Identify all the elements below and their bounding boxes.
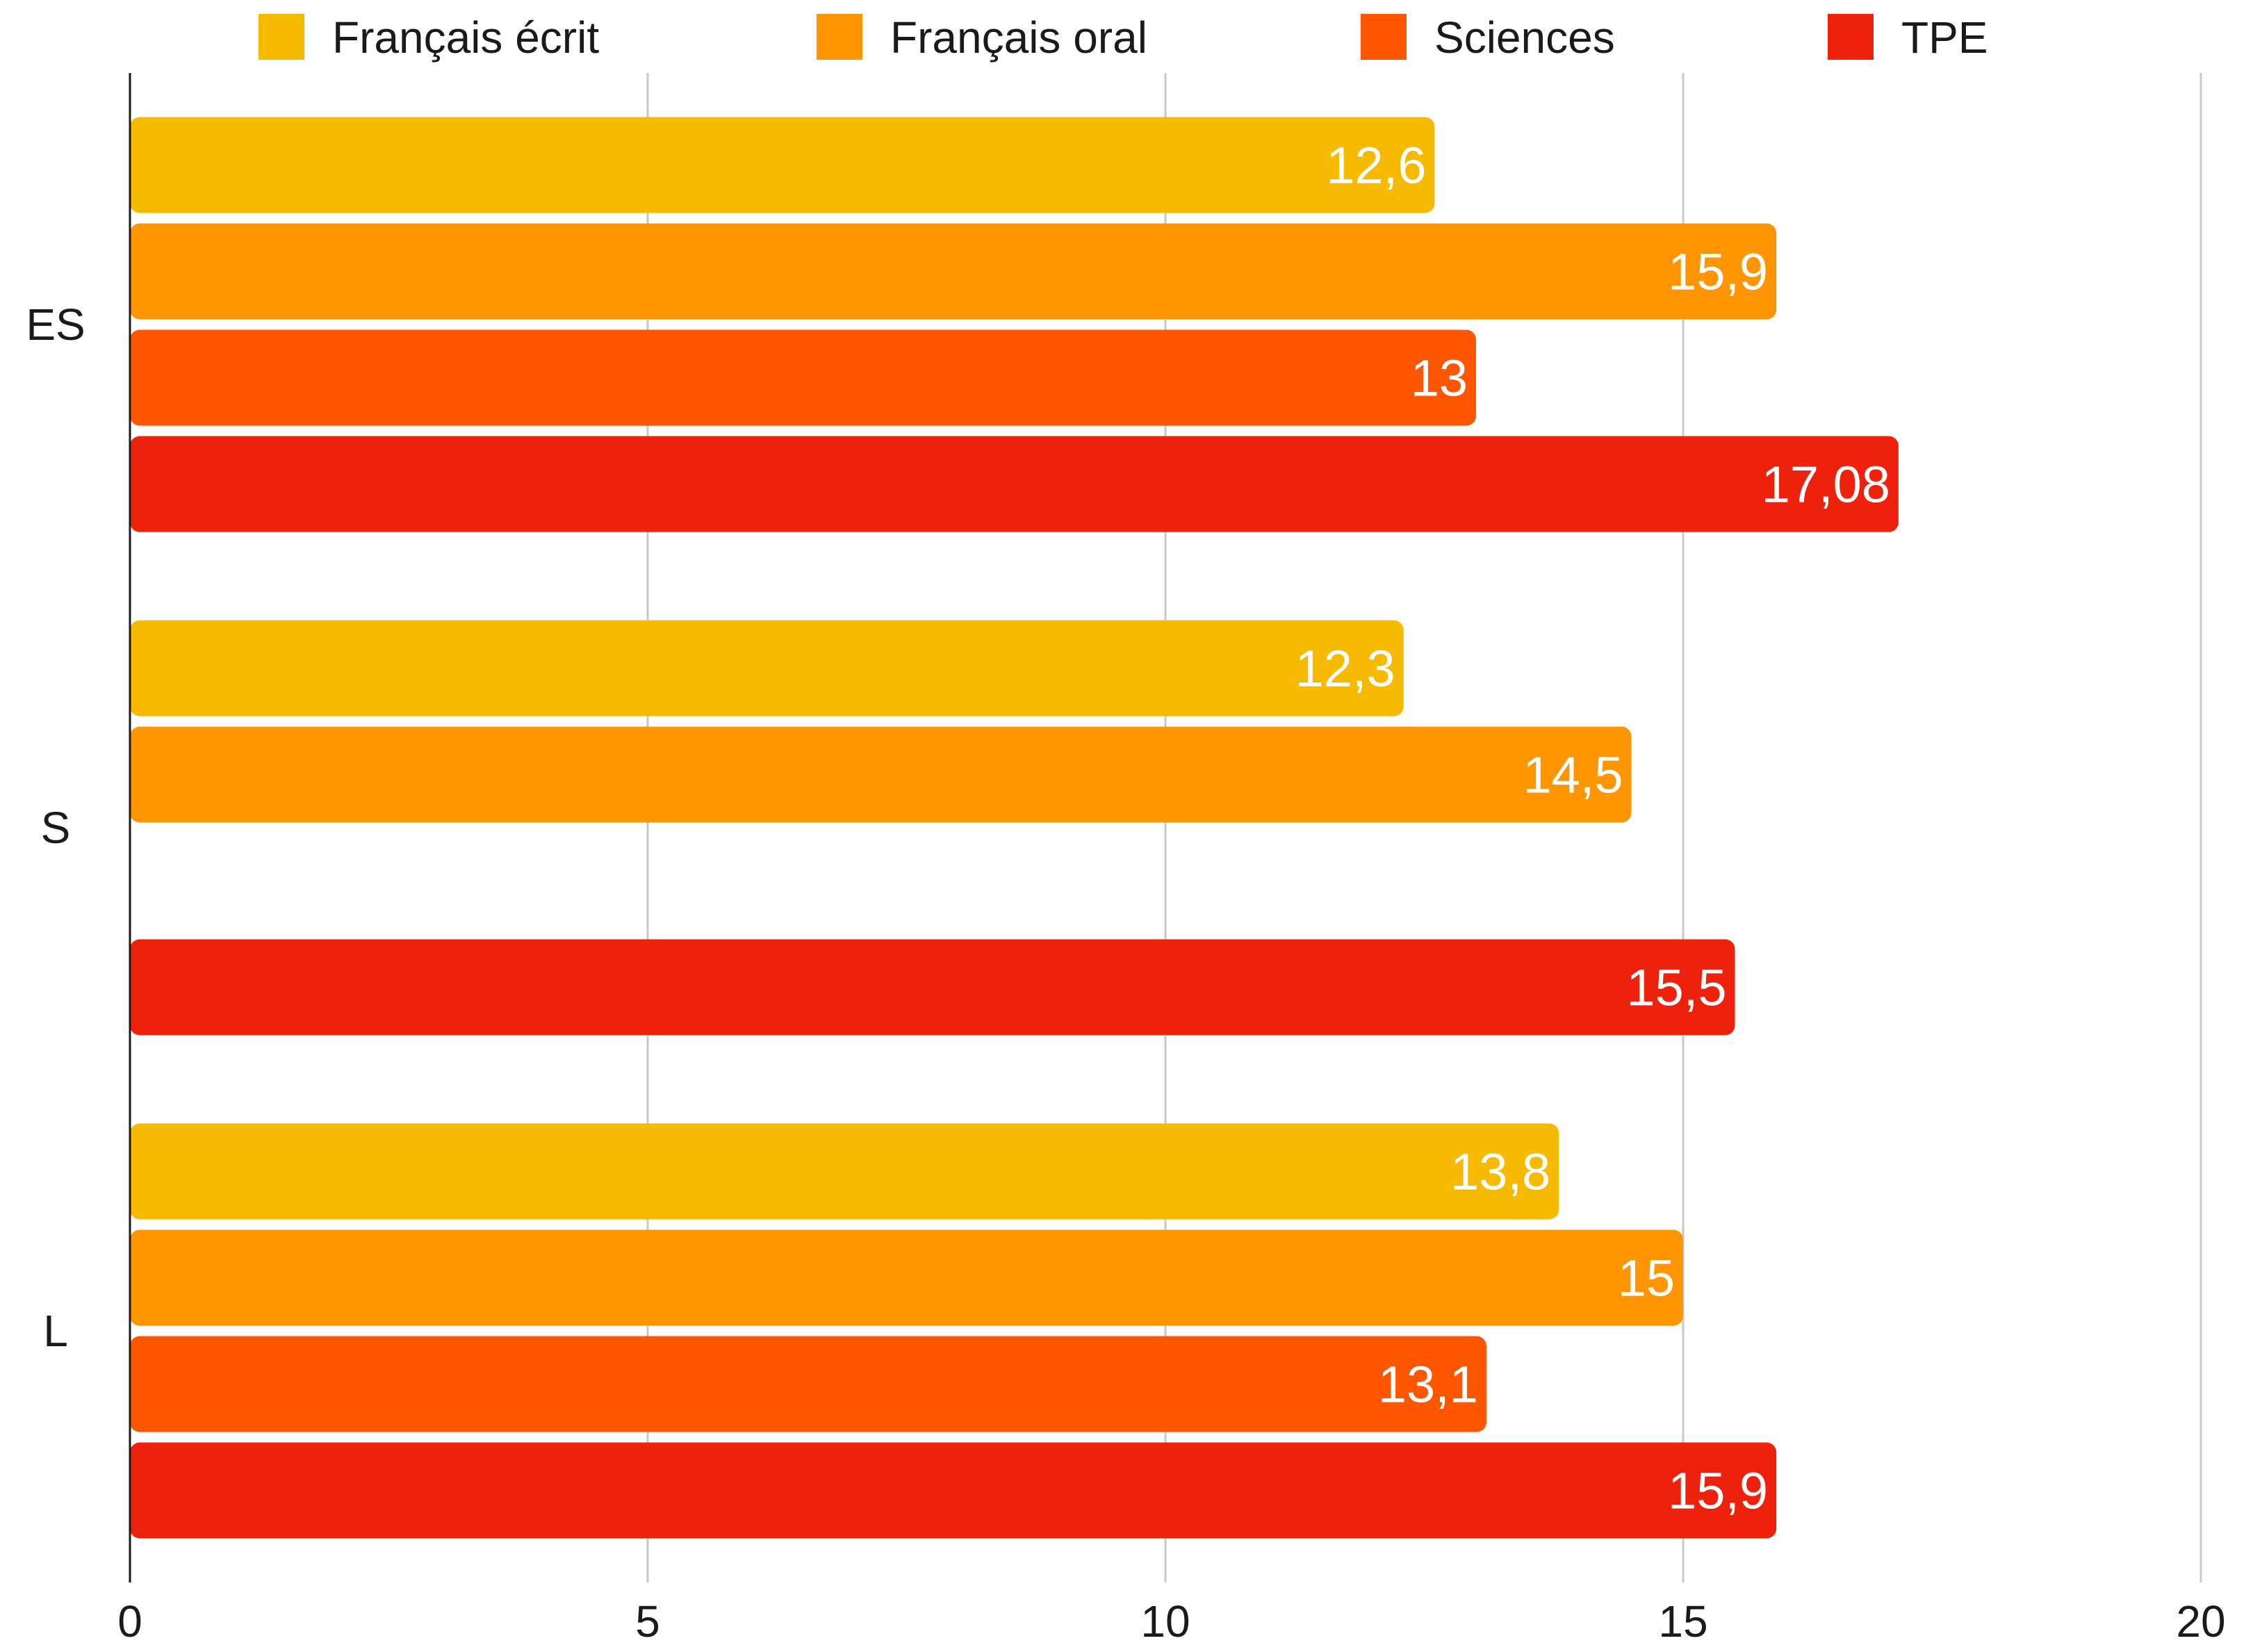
value-label: 15,9 xyxy=(1668,1462,1768,1520)
value-label: 15 xyxy=(1618,1250,1675,1307)
bar xyxy=(130,223,1777,320)
legend-swatch xyxy=(817,14,862,60)
category-label: L xyxy=(43,1306,68,1356)
category-label: ES xyxy=(26,300,85,350)
bar xyxy=(130,1442,1777,1539)
grid-lines xyxy=(646,73,2202,1583)
legend-swatch xyxy=(1361,14,1407,60)
bar xyxy=(130,1229,1683,1326)
bar xyxy=(130,436,1899,532)
legend-label: Français oral xyxy=(890,13,1147,63)
x-tick-label: 5 xyxy=(635,1596,660,1646)
bar xyxy=(130,1123,1559,1220)
x-tick-label: 10 xyxy=(1140,1596,1190,1646)
value-label: 13 xyxy=(1411,350,1468,407)
bar xyxy=(130,726,1632,823)
value-label: 15,5 xyxy=(1626,959,1726,1017)
legend-swatch xyxy=(259,14,304,60)
legend-label: TPE xyxy=(1901,13,1988,63)
legend-swatch xyxy=(1828,14,1874,60)
legend-label: Français écrit xyxy=(332,13,599,63)
category-labels: ES S L xyxy=(26,300,85,1356)
value-label: 17,08 xyxy=(1762,456,1890,514)
x-tick-label: 15 xyxy=(1658,1596,1707,1646)
bar xyxy=(130,117,1435,213)
value-label: 13,8 xyxy=(1450,1143,1550,1201)
bar xyxy=(130,329,1476,426)
bars xyxy=(130,117,1899,1539)
legend-label: Sciences xyxy=(1434,13,1615,63)
x-tick-labels: 0 5 10 15 20 xyxy=(117,1596,2225,1646)
value-labels: 12,6 15,9 13 17,08 12,3 14,5 15,5 13,8 15 13,1 15,… xyxy=(1295,137,1890,1520)
value-label: 15,9 xyxy=(1668,243,1768,301)
bar xyxy=(130,620,1404,717)
value-label: 12,6 xyxy=(1326,137,1426,195)
category-label: S xyxy=(41,803,71,853)
value-label: 14,5 xyxy=(1523,746,1623,804)
x-tick-label: 0 xyxy=(117,1596,142,1646)
x-tick-label: 20 xyxy=(2176,1596,2225,1646)
legend: Français écrit Français oral Sciences TPE xyxy=(259,13,1988,63)
value-label: 12,3 xyxy=(1295,640,1395,698)
bar xyxy=(130,939,1735,1036)
bar xyxy=(130,1336,1486,1432)
value-label: 13,1 xyxy=(1378,1356,1478,1414)
